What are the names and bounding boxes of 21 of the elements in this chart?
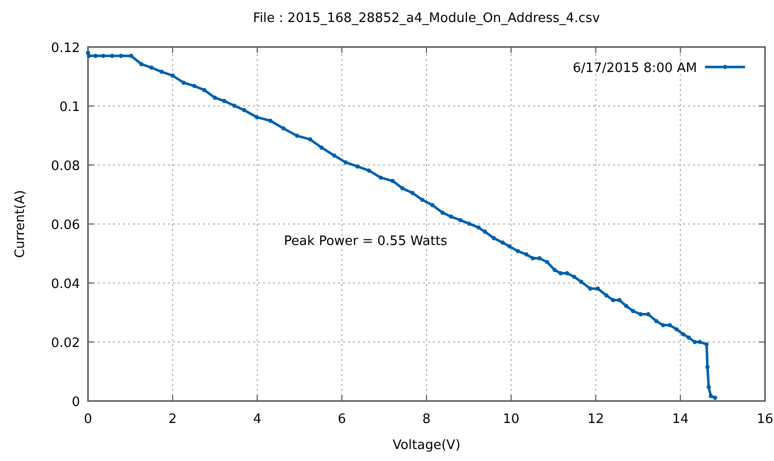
chart-title: File : 2015_168_28852_a4_Module_On_Address_4.csv: [253, 11, 600, 26]
x-tick-label: 4: [253, 412, 262, 427]
y-tick-label: 0.04: [51, 277, 80, 292]
y-tick-label: 0.08: [51, 159, 80, 174]
legend-label: 6/17/2015 8:00 AM: [572, 61, 697, 76]
x-tick-label: 12: [587, 412, 604, 427]
x-tick-label: 8: [422, 412, 431, 427]
y-tick-label: 0: [72, 395, 80, 410]
y-tick-label: 0.06: [51, 218, 80, 233]
x-tick-label: 10: [502, 412, 520, 427]
x-tick-label: 0: [84, 412, 92, 427]
x-tick-label: 16: [756, 412, 774, 427]
annotation: Peak Power = 0.55 Watts: [284, 234, 448, 250]
x-axis-title: Voltage(V): [392, 438, 460, 453]
x-tick-label: 6: [338, 412, 346, 427]
y-tick-label: 0.1: [59, 100, 80, 115]
x-tick-label: 14: [672, 412, 689, 427]
x-tick-label: 2: [168, 412, 177, 427]
y-tick-label: 0.12: [51, 41, 80, 56]
y-tick-label: 0.02: [51, 336, 80, 351]
y-axis-title: Current(A): [13, 190, 28, 258]
